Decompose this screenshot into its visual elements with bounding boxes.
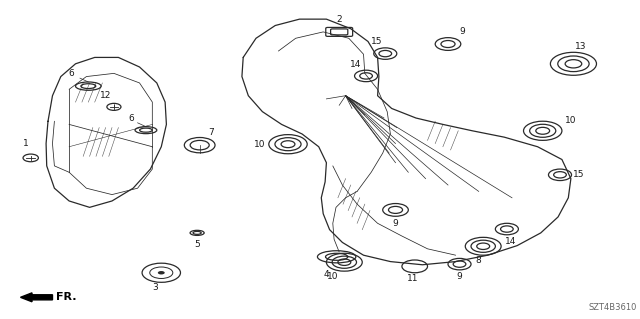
FancyArrow shape bbox=[20, 293, 52, 302]
Text: 9: 9 bbox=[457, 272, 462, 281]
Text: SZT4B3610: SZT4B3610 bbox=[588, 303, 637, 312]
Text: 5: 5 bbox=[195, 240, 200, 249]
Text: 9: 9 bbox=[393, 219, 398, 227]
Text: 10: 10 bbox=[327, 272, 339, 281]
Text: 3: 3 bbox=[153, 283, 158, 292]
Text: 15: 15 bbox=[573, 170, 584, 179]
Text: 14: 14 bbox=[349, 60, 361, 69]
Text: 10: 10 bbox=[564, 116, 576, 125]
Text: 4: 4 bbox=[324, 270, 329, 278]
Text: 10: 10 bbox=[254, 140, 266, 149]
Text: 11: 11 bbox=[407, 274, 419, 283]
Circle shape bbox=[158, 271, 164, 274]
Text: 6: 6 bbox=[129, 114, 134, 123]
Text: 8: 8 bbox=[476, 256, 481, 265]
Circle shape bbox=[402, 260, 428, 273]
Text: 14: 14 bbox=[505, 237, 516, 246]
Text: 1: 1 bbox=[23, 139, 28, 148]
Text: 13: 13 bbox=[575, 42, 586, 51]
Text: 15: 15 bbox=[371, 37, 382, 46]
Text: 7: 7 bbox=[208, 128, 214, 137]
Text: FR.: FR. bbox=[56, 292, 76, 302]
Text: 12: 12 bbox=[100, 91, 111, 100]
Text: 6: 6 bbox=[69, 69, 74, 78]
Text: 9: 9 bbox=[460, 27, 465, 36]
Text: 2: 2 bbox=[337, 15, 342, 24]
